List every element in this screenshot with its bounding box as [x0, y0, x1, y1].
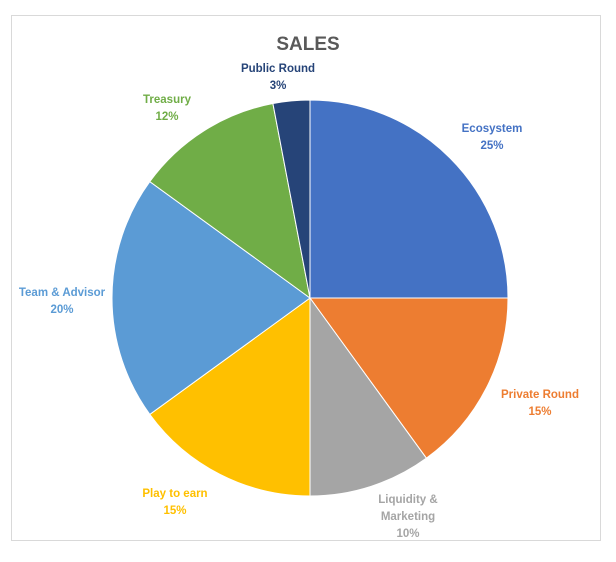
- pie-slice-public-round: [272, 99, 311, 299]
- pie-slice-liquidity-and-marketing: [309, 296, 428, 497]
- pie-slice-play-to-earn: [149, 297, 311, 497]
- slice-label-liquidity-and-marketing: Liquidity & Marketing 10%: [378, 494, 437, 540]
- slice-label-public-round: Public Round 3%: [241, 63, 315, 92]
- slice-label-treasury: Treasury 12%: [143, 94, 192, 123]
- pie-slice-team-and-advisor: [111, 180, 311, 416]
- pie-slices: [111, 99, 509, 497]
- slice-label-ecosystem: Ecosystem 25%: [462, 123, 523, 152]
- slice-label-private-round: Private Round 15%: [501, 389, 579, 418]
- pie-slice-treasury: [149, 102, 311, 300]
- pie-slice-ecosystem: [309, 99, 509, 299]
- slice-label-team-and-advisor: Team & Advisor 20%: [19, 287, 106, 316]
- chart-title: SALES: [276, 34, 339, 55]
- pie-slice-private-round: [309, 297, 509, 459]
- slice-label-play-to-earn: Play to earn 15%: [142, 488, 207, 517]
- slice-labels: Ecosystem 25% Private Round 15% Liquidity & M…: [19, 63, 579, 540]
